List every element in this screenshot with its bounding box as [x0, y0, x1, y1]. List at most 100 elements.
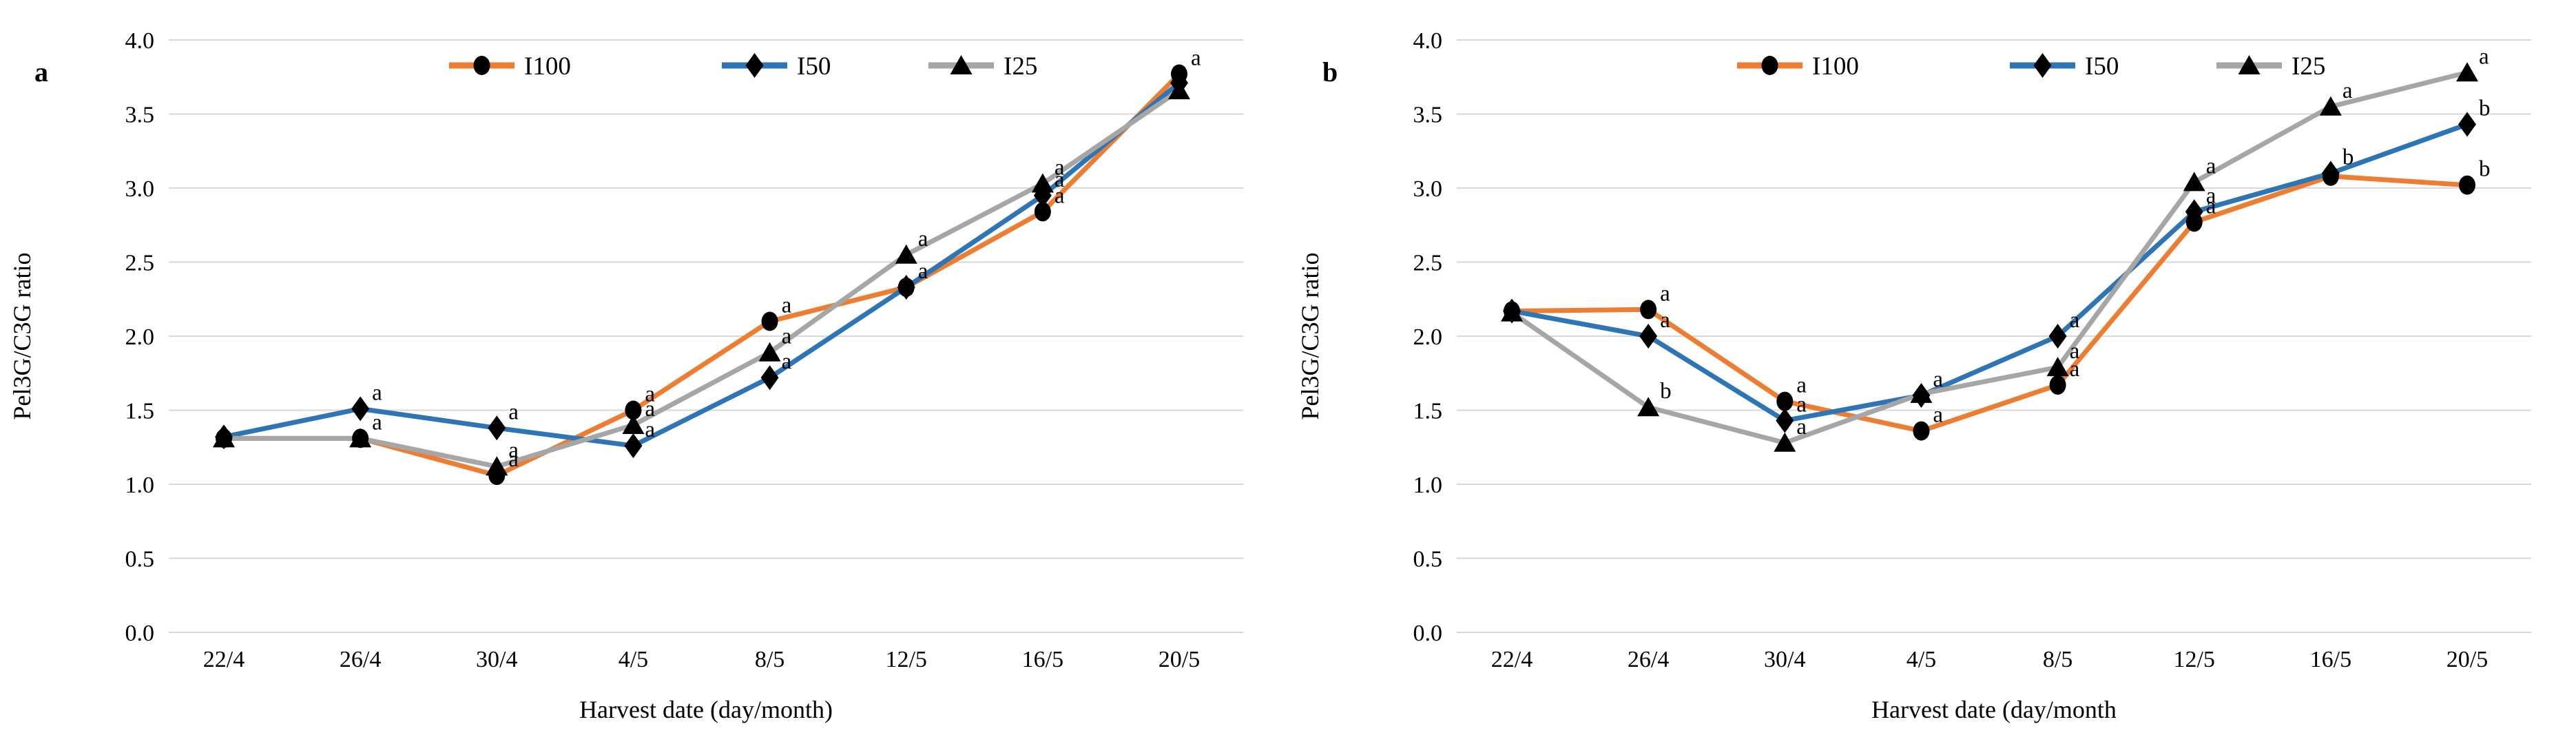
- gridlines: [169, 39, 1243, 633]
- circle-marker-icon: [2459, 175, 2475, 195]
- x-tick-label: 12/5: [885, 647, 926, 672]
- series-line-I25: [1509, 70, 2470, 446]
- y-axis-title: Pel3G/C3G ratio: [1296, 253, 1324, 420]
- legend-item-I50: I50: [2010, 52, 2119, 81]
- legend-label-I50: I50: [797, 52, 831, 81]
- significance-letter: a: [2343, 79, 2353, 103]
- significance-letter: a: [2206, 183, 2216, 208]
- y-tick-label: 0.5: [125, 547, 155, 572]
- y-tick-label: 0.5: [1413, 547, 1443, 572]
- diamond-marker-icon: [2185, 199, 2203, 225]
- significance-letter: a: [2070, 308, 2080, 333]
- significance-letter: a: [918, 259, 928, 284]
- series-line-I25: [221, 87, 1182, 469]
- triangle-marker-icon: [486, 456, 508, 476]
- y-tick-label: 1.0: [125, 473, 155, 498]
- legend-item-I25: I25: [928, 52, 1037, 81]
- legend: I100 I50 I25: [449, 52, 1037, 81]
- legend-diamond-marker-icon: [2033, 53, 2052, 78]
- diamond-marker-icon: [897, 275, 915, 300]
- x-axis-tick-labels: 22/4 26/4 30/4 4/5 8/5 12/5 16/5 20/5: [1491, 647, 2488, 672]
- significance-letter: a: [372, 410, 382, 435]
- x-tick-label: 26/4: [1628, 647, 1669, 672]
- legend-label-I100: I100: [524, 52, 571, 81]
- significance-letter: a: [1796, 393, 1807, 417]
- significance-letter: a: [1933, 403, 1943, 428]
- circle-marker-icon: [1776, 391, 1794, 411]
- significance-letter: a: [2479, 44, 2489, 69]
- y-tick-label: 1.5: [125, 399, 155, 424]
- significance-letter: a: [2206, 194, 2216, 218]
- significance-letter: a: [645, 382, 655, 407]
- legend-item-I50: I50: [722, 52, 831, 81]
- significance-letter: b: [2479, 96, 2491, 121]
- significance-letter: a: [782, 293, 792, 318]
- x-axis-title: Harvest date (day/month: [1871, 696, 2117, 723]
- line-chart-a: 0.0 0.5 1.0 1.5 2.0 2.5 3.0 3.5 4.0 22/4 26/4 30/4 4…: [8, 28, 1243, 723]
- y-tick-label: 2.5: [1413, 251, 1443, 276]
- series-line-I100: [1509, 174, 2470, 434]
- legend-item-I100: I100: [449, 52, 571, 81]
- significance-letter: b: [2343, 145, 2354, 170]
- diamond-marker-icon: [1639, 324, 1658, 349]
- y-axis-title: Pel3G/C3G ratio: [8, 253, 36, 420]
- diamond-marker-icon: [2321, 161, 2340, 186]
- significance-letter: a: [1660, 281, 1670, 306]
- significance-letter: a: [645, 417, 655, 442]
- y-tick-label: 3.5: [125, 103, 155, 128]
- triangle-marker-icon: [2046, 357, 2069, 377]
- y-tick-label: 3.0: [1413, 176, 1443, 202]
- diamond-marker-icon: [624, 433, 643, 459]
- panel-letter: a: [34, 56, 48, 87]
- diamond-marker-icon: [488, 415, 506, 441]
- legend-label-I25: I25: [2292, 52, 2325, 81]
- significance-letter: a: [645, 397, 655, 422]
- triangle-marker-icon: [1168, 80, 1190, 100]
- x-tick-label: 30/4: [1764, 647, 1805, 672]
- significance-letter: a: [1191, 45, 1201, 70]
- triangle-marker-icon: [213, 428, 235, 448]
- significance-letter: a: [1055, 156, 1065, 180]
- triangle-marker-icon: [1031, 173, 1054, 193]
- y-tick-label: 3.5: [1413, 103, 1443, 128]
- significance-letter: a: [508, 438, 519, 463]
- series-line-I100: [221, 71, 1182, 478]
- x-tick-label: 16/5: [1022, 647, 1063, 672]
- circle-marker-icon: [1640, 300, 1657, 320]
- diamond-marker-icon: [760, 365, 779, 391]
- diamond-marker-icon: [2048, 324, 2067, 349]
- significance-letter: b: [1660, 379, 1672, 404]
- x-tick-label: 30/4: [476, 647, 517, 672]
- significance-letter: a: [508, 447, 519, 472]
- x-tick-label: 20/5: [2447, 647, 2488, 672]
- x-tick-label: 22/4: [1491, 647, 1533, 672]
- legend-item-I25: I25: [2216, 52, 2325, 81]
- y-axis-tick-labels: 0.0 0.5 1.0 1.5 2.0 2.5 3.0 3.5 4.0: [125, 28, 155, 646]
- y-tick-label: 2.0: [125, 324, 155, 350]
- legend-triangle-marker-icon: [2238, 55, 2261, 74]
- gridlines: [1457, 39, 2531, 633]
- circle-marker-icon: [1034, 202, 1051, 222]
- x-tick-label: 26/4: [340, 647, 381, 672]
- x-tick-label: 4/5: [1907, 647, 1936, 672]
- legend: I100 I50 I25: [1737, 52, 2325, 81]
- legend-item-I100: I100: [1737, 52, 1859, 81]
- x-tick-label: 8/5: [2043, 647, 2073, 672]
- triangle-marker-icon: [1501, 302, 1523, 322]
- triangle-marker-icon: [2319, 96, 2342, 116]
- legend-diamond-marker-icon: [745, 53, 764, 78]
- x-axis-tick-labels: 22/4 26/4 30/4 4/5 8/5 12/5 16/5 20/5: [203, 647, 1200, 672]
- triangle-marker-icon: [895, 244, 917, 264]
- diamond-marker-icon: [1776, 408, 1794, 433]
- circle-marker-icon: [2049, 375, 2066, 395]
- y-tick-label: 2.0: [1413, 324, 1443, 350]
- legend-label-I100: I100: [1812, 52, 1859, 81]
- y-axis-tick-labels: 0.0 0.5 1.0 1.5 2.0 2.5 3.0 3.5 4.0: [1413, 28, 1443, 646]
- x-tick-label: 4/5: [619, 647, 648, 672]
- y-tick-label: 0.0: [1413, 621, 1443, 646]
